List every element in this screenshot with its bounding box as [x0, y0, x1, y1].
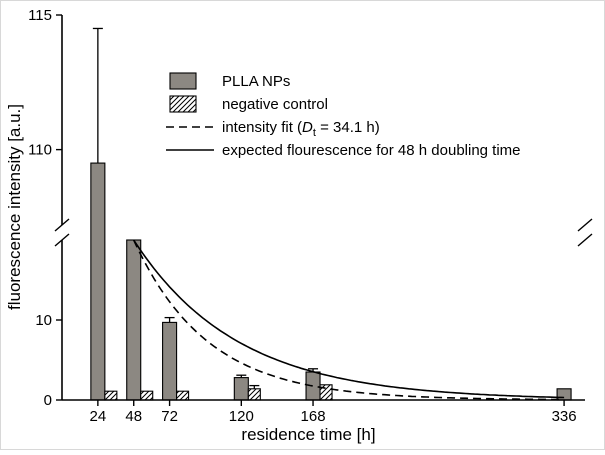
- bar: [104, 390, 118, 401]
- bar: [247, 388, 261, 401]
- x-tick-label: 168: [301, 408, 326, 425]
- bar: [556, 388, 572, 401]
- bars-plla-nps: [90, 27, 572, 401]
- axis-break-marks: [54, 218, 593, 247]
- legend-swatch-negative-control: [169, 95, 197, 113]
- y-tick-label: 10: [35, 312, 52, 329]
- axis-break-slash: [54, 233, 70, 247]
- legend-label: negative control: [222, 96, 328, 113]
- bar: [90, 162, 106, 401]
- bar: [140, 390, 154, 401]
- x-axis-label: residence time [h]: [241, 425, 375, 444]
- legend-label: PLLA NPs: [222, 73, 290, 90]
- legend-swatch-plla: [169, 72, 197, 90]
- legend: PLLA NPs negative control intensity fit (D…: [166, 72, 521, 159]
- x-tick-label: 24: [90, 408, 107, 425]
- curve-intensity-fit: [132, 239, 565, 401]
- legend-label: intensity fit (Dt = 34.1 h): [222, 119, 380, 139]
- bars: [90, 27, 572, 401]
- y-tick-label: 0: [44, 392, 52, 409]
- axis-titles: fluorescence intensity [a.u.] residence t…: [5, 104, 376, 444]
- axes: 24 48 72 120 168 336 0 10 110 115: [28, 7, 585, 425]
- legend-label: expected flourescence for 48 h doubling …: [222, 142, 521, 159]
- x-tick-label: 48: [125, 408, 142, 425]
- axis-break-slash: [577, 218, 593, 232]
- axis-break-slash: [54, 218, 70, 232]
- bar: [305, 371, 321, 401]
- curves: [132, 239, 565, 401]
- axis-break-slash: [577, 233, 593, 247]
- y-tick-label: 110: [28, 142, 52, 159]
- x-tick-label: 72: [161, 408, 178, 425]
- y-tick-label: 115: [28, 7, 52, 24]
- x-tick-label: 336: [552, 408, 577, 425]
- bar: [233, 377, 249, 401]
- bar: [176, 390, 190, 401]
- x-tick-label: 120: [229, 408, 254, 425]
- bar: [126, 239, 142, 401]
- bar: [162, 321, 178, 401]
- y-axis-label: fluorescence intensity [a.u.]: [5, 104, 24, 310]
- curve-expected-fluorescence: [133, 239, 565, 399]
